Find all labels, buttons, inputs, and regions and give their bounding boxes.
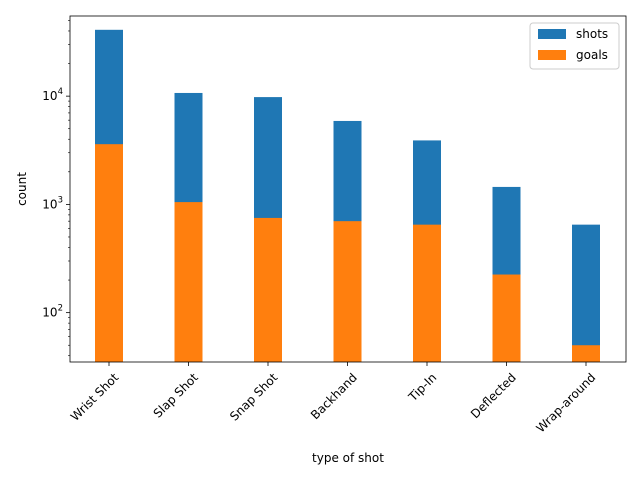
legend-swatch-shots [538, 29, 566, 39]
plot-frame [69, 15, 627, 363]
legend-label-shots: shots [576, 27, 608, 41]
bars-group [95, 29, 600, 363]
legend: shots goals [529, 22, 620, 70]
legend-label-goals: goals [576, 48, 608, 62]
legend-swatch-goals [538, 50, 566, 60]
bar-goals-4 [333, 221, 362, 362]
bar-goals-3 [254, 217, 282, 362]
bar-shots-7 [572, 224, 600, 362]
x-axis-label: type of shot [312, 451, 384, 465]
y-tick-label: 102 [42, 304, 63, 320]
bar-goals-1 [95, 144, 123, 362]
y-tick-label: 103 [42, 195, 63, 211]
y-axis-label: count [15, 172, 29, 206]
bar-goals-5 [413, 224, 441, 362]
bar-goals-6 [492, 274, 521, 362]
y-tick-label: 104 [42, 87, 63, 103]
y-axis: 102 103 104 [42, 20, 70, 357]
bar-goals-2 [174, 202, 203, 362]
bar-goals-7 [572, 345, 600, 362]
